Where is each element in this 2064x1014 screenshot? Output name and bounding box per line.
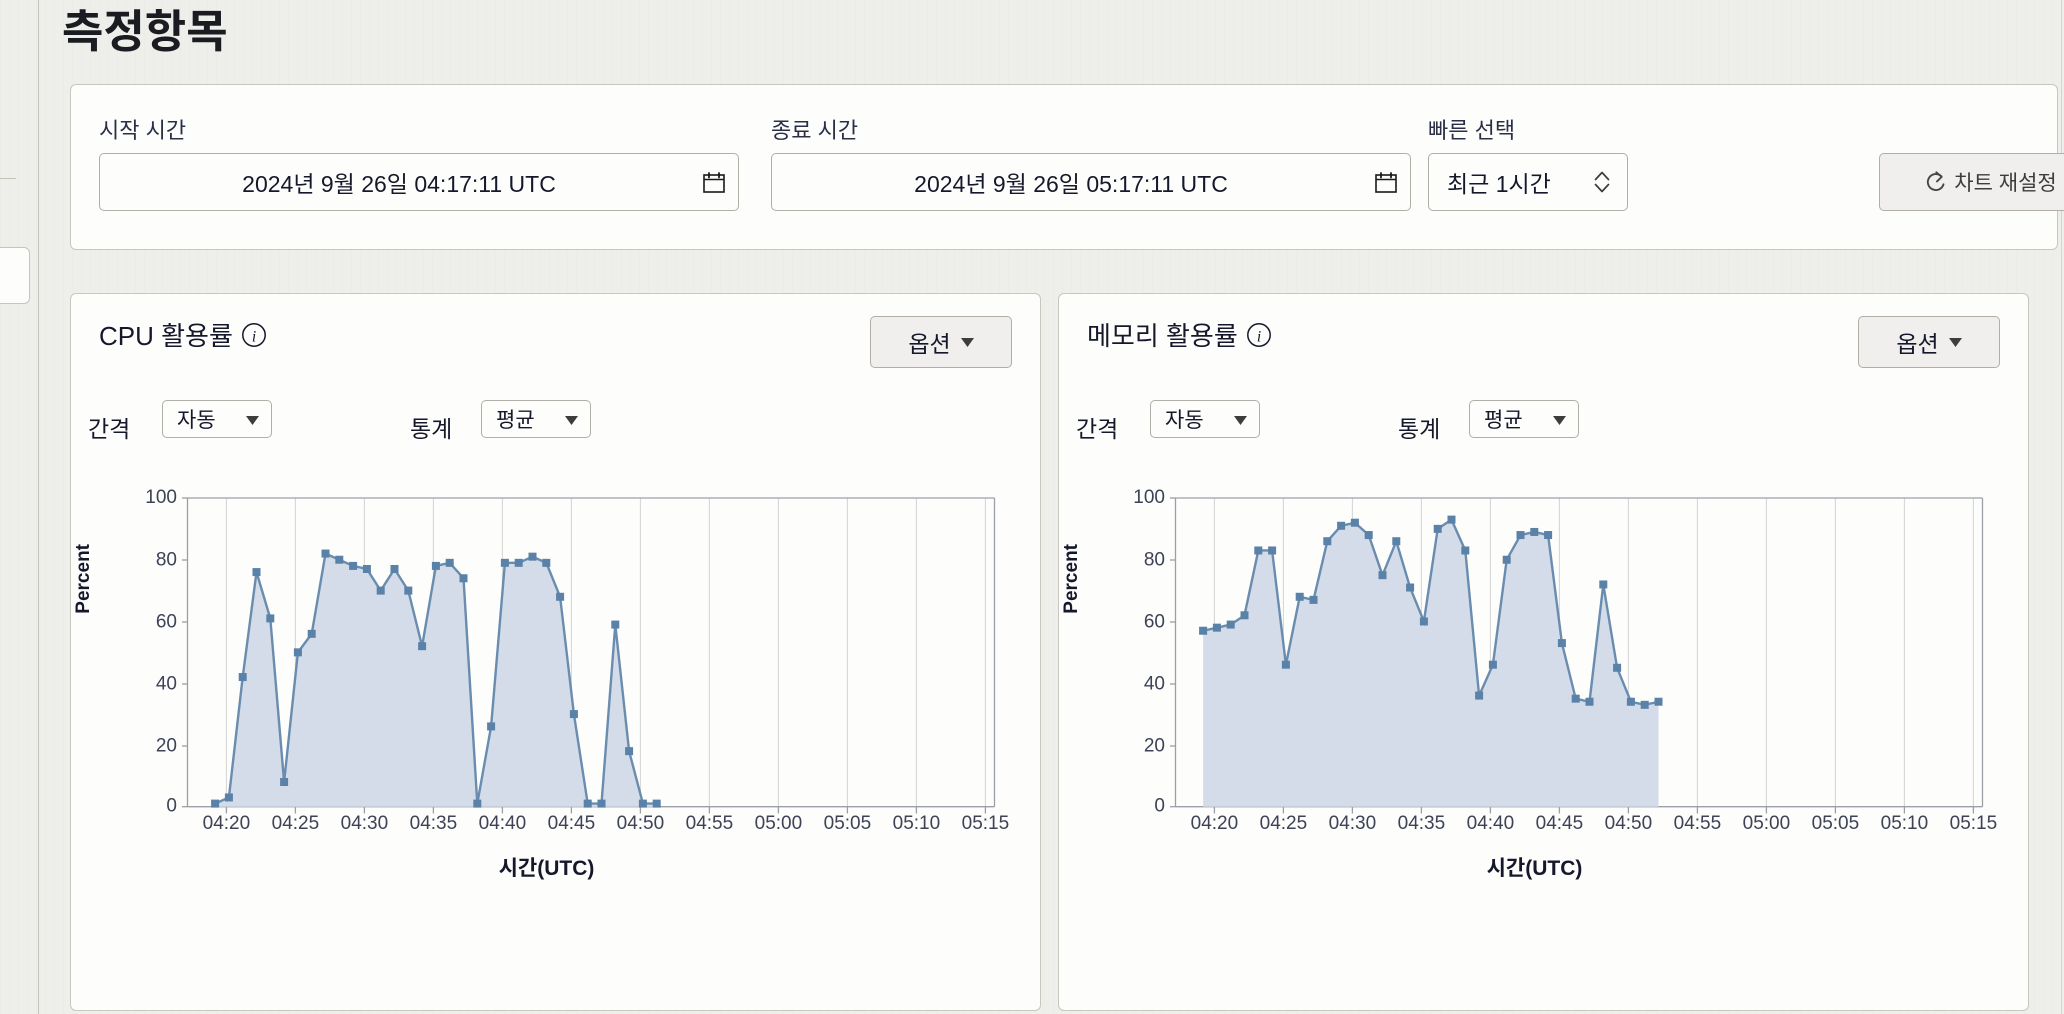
svg-text:04:25: 04:25: [1260, 813, 1308, 834]
svg-text:04:50: 04:50: [1605, 813, 1653, 834]
svg-text:i: i: [1257, 328, 1261, 345]
svg-text:20: 20: [1144, 736, 1165, 757]
svg-text:04:20: 04:20: [1191, 813, 1239, 834]
svg-text:80: 80: [1144, 550, 1165, 571]
svg-text:0: 0: [166, 796, 177, 817]
svg-text:i: i: [252, 328, 256, 345]
svg-text:0: 0: [1154, 796, 1165, 817]
svg-text:100: 100: [1133, 487, 1165, 508]
svg-text:05:05: 05:05: [824, 813, 872, 834]
svg-text:04:25: 04:25: [272, 813, 320, 834]
svg-text:40: 40: [1144, 674, 1165, 695]
svg-text:05:15: 05:15: [1950, 813, 1998, 834]
svg-text:04:55: 04:55: [686, 813, 734, 834]
svg-text:04:45: 04:45: [1536, 813, 1584, 834]
svg-text:04:40: 04:40: [479, 813, 527, 834]
svg-text:40: 40: [156, 674, 177, 695]
svg-text:60: 60: [156, 612, 177, 633]
svg-text:100: 100: [145, 487, 177, 508]
svg-text:04:50: 04:50: [617, 813, 665, 834]
svg-text:04:30: 04:30: [341, 813, 389, 834]
svg-text:80: 80: [156, 550, 177, 571]
svg-text:04:35: 04:35: [410, 813, 458, 834]
svg-text:60: 60: [1144, 612, 1165, 633]
svg-text:20: 20: [156, 736, 177, 757]
svg-text:04:35: 04:35: [1398, 813, 1446, 834]
svg-text:05:10: 05:10: [893, 813, 941, 834]
svg-text:05:10: 05:10: [1881, 813, 1929, 834]
svg-text:04:40: 04:40: [1467, 813, 1515, 834]
svg-text:04:20: 04:20: [203, 813, 251, 834]
svg-text:05:00: 05:00: [1743, 813, 1791, 834]
svg-text:04:45: 04:45: [548, 813, 596, 834]
svg-text:05:00: 05:00: [755, 813, 803, 834]
svg-text:04:30: 04:30: [1329, 813, 1377, 834]
svg-text:05:05: 05:05: [1812, 813, 1860, 834]
svg-text:04:55: 04:55: [1674, 813, 1722, 834]
svg-text:05:15: 05:15: [962, 813, 1010, 834]
